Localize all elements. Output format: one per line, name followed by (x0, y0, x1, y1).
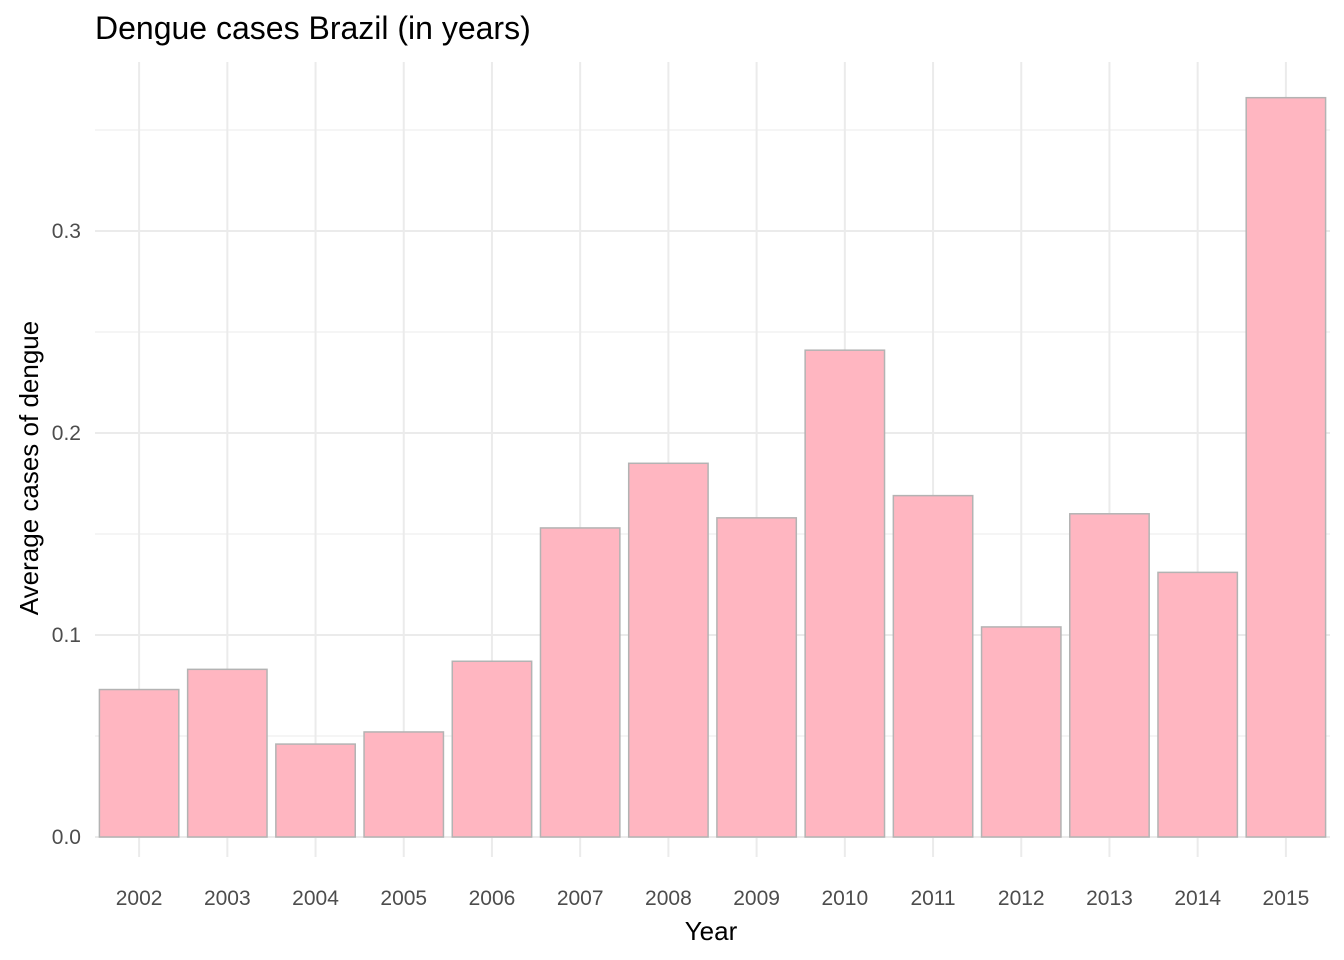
y-tick-label: 0.0 (52, 826, 81, 849)
bar-2004 (275, 743, 356, 838)
bar-2013 (1069, 513, 1150, 838)
bar-2010 (804, 349, 886, 838)
x-tick-label: 2006 (469, 887, 516, 910)
x-tick-label: 2011 (910, 887, 955, 910)
bar-2012 (980, 626, 1062, 838)
x-tick-label: 2014 (1174, 887, 1221, 910)
x-tick-label: 2003 (204, 887, 251, 910)
x-tick-label: 2009 (733, 887, 780, 910)
bar-2005 (363, 731, 445, 838)
bar-2007 (539, 527, 621, 838)
bar-2008 (627, 462, 709, 838)
bar-2003 (186, 668, 268, 838)
bar-2006 (451, 660, 533, 838)
x-tick-label: 2010 (821, 887, 868, 910)
y-tick-label: 0.1 (52, 624, 81, 647)
y-tick-labels: 0.0 0.1 0.2 0.3 (52, 220, 81, 849)
x-tick-label: 2004 (292, 887, 339, 910)
y-axis-title: Average cases of dengue (14, 321, 44, 615)
bar-2015 (1245, 96, 1327, 838)
bar-2014 (1157, 571, 1239, 838)
x-tick-label: 2008 (645, 887, 692, 910)
y-tick-label: 0.2 (52, 422, 81, 445)
x-tick-label: 2013 (1086, 887, 1133, 910)
bar-2002 (98, 688, 180, 838)
chart-title: Dengue cases Brazil (in years) (95, 10, 531, 46)
x-tick-label: 2002 (116, 887, 163, 910)
x-tick-label: 2015 (1263, 887, 1310, 910)
x-tick-label: 2007 (557, 887, 604, 910)
y-tick-label: 0.3 (52, 220, 81, 243)
bars-group (98, 96, 1327, 838)
bar-2009 (716, 517, 798, 838)
x-tick-label: 2012 (998, 887, 1045, 910)
bar-2011 (892, 494, 974, 838)
x-tick-label: 2005 (380, 887, 427, 910)
x-tick-labels: 2002 2003 2004 2005 2006 2007 2008 2009 2010 2011… (116, 887, 1310, 910)
x-axis-title: Year (685, 916, 738, 946)
